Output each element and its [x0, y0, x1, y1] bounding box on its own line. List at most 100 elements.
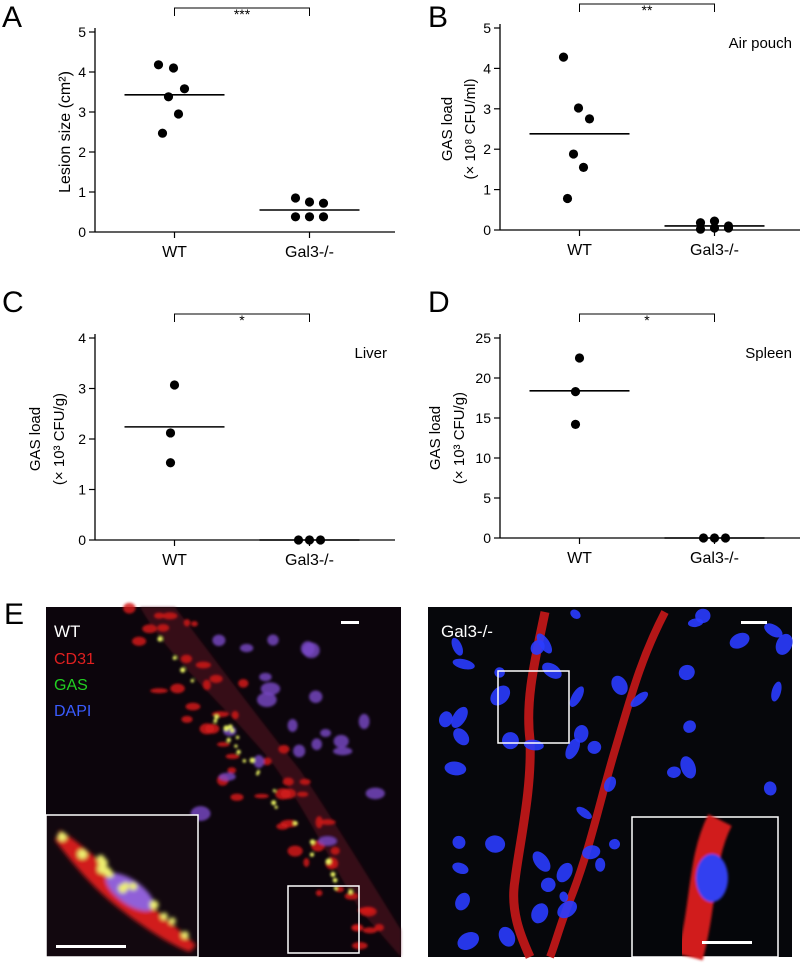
inset-wt-gas	[181, 931, 189, 939]
dapi-nucleus	[311, 738, 322, 751]
inset-wt-gas	[96, 854, 105, 863]
data-point	[568, 149, 579, 159]
gal3-nucleus	[611, 675, 628, 695]
data-point	[723, 221, 734, 231]
y-tick-label: 3	[483, 101, 491, 117]
significance-label: *	[239, 312, 245, 328]
gal3-nucleus	[570, 609, 581, 620]
y-tick-label: 5	[483, 20, 491, 36]
cd31-signal	[344, 892, 358, 900]
cd31-signal	[303, 857, 310, 867]
y-axis-label-line2: (× 10³ CFU/g)	[451, 392, 468, 484]
gal3-nucleus	[678, 664, 695, 681]
gas-signal	[228, 724, 233, 729]
data-point	[695, 224, 706, 234]
inset-wt-gas	[129, 882, 138, 891]
x-tick-label: Gal3-/-	[285, 552, 334, 569]
y-tick-label: 1	[483, 182, 491, 198]
gas-signal	[256, 770, 261, 774]
region-box-wt	[287, 885, 360, 954]
gal3-nucleus	[573, 725, 589, 743]
gal3-nucleus	[452, 658, 475, 670]
data-point	[157, 128, 168, 138]
data-point	[168, 63, 179, 73]
gas-signal	[180, 667, 186, 673]
data-point	[304, 197, 315, 207]
cd31-signal	[254, 793, 269, 799]
y-axis-label-line2: (× 10⁸ CFU/ml)	[462, 79, 479, 180]
gal3-nucleus	[494, 667, 505, 678]
dapi-nucleus	[253, 755, 265, 769]
gal3-nucleus	[490, 685, 511, 706]
data-point	[709, 533, 720, 543]
y-tick-label: 3	[78, 104, 86, 120]
data-point	[163, 92, 174, 102]
dapi-nucleus	[259, 672, 272, 682]
gal3-vessel-left	[509, 611, 550, 959]
scale-bar-wt-inset	[56, 945, 126, 948]
gal3-nucleus	[559, 891, 569, 902]
data-point	[165, 458, 176, 468]
gas-signal	[234, 744, 238, 748]
cd31-signal	[315, 816, 323, 829]
gas-signal	[249, 757, 255, 763]
inset-wt-gas	[77, 849, 88, 859]
dapi-nucleus	[287, 718, 298, 732]
data-point	[290, 193, 301, 203]
inset-wt	[45, 814, 199, 958]
data-point	[558, 52, 569, 62]
gal3-nucleus	[576, 806, 592, 820]
inset-wt-gas	[122, 882, 130, 890]
y-tick-label: 1	[78, 482, 86, 498]
gal3-nucleus	[557, 900, 577, 919]
cd31-signal	[231, 711, 239, 720]
y-axis-label-line1: GAS load	[27, 407, 44, 471]
inset-gal3-nucleus	[696, 854, 728, 902]
data-point	[709, 223, 720, 233]
data-point	[578, 162, 589, 172]
gal3-nucleus	[595, 857, 606, 872]
gas-signal	[348, 889, 353, 895]
inset-wt-nucleus	[106, 873, 154, 911]
gas-signal	[190, 679, 195, 683]
data-point	[318, 212, 329, 222]
y-tick-label: 15	[475, 410, 491, 426]
dapi-nucleus	[333, 747, 353, 756]
cd31-signal	[362, 927, 378, 934]
dapi-nucleus	[267, 634, 279, 646]
dapi-nucleus	[333, 734, 349, 748]
gal3-nucleus	[630, 691, 649, 708]
y-axis-label-line1: GAS load	[439, 97, 456, 161]
inset-wt-tissue	[55, 830, 196, 952]
cd31-signal	[227, 767, 237, 774]
data-point	[574, 353, 585, 363]
gal3-nucleus	[729, 632, 750, 649]
gal3-nucleus	[532, 851, 551, 872]
micrograph-gal3-title: Gal3-/-	[441, 622, 493, 641]
inset-wt-gas	[160, 912, 168, 920]
dapi-nucleus	[318, 836, 337, 846]
data-point	[720, 533, 731, 543]
cd31-signal	[351, 942, 368, 950]
y-tick-label: 25	[475, 330, 491, 346]
cd31-signal	[225, 753, 240, 760]
dapi-nucleus	[320, 729, 332, 738]
y-axis-label-line2: (× 10³ CFU/g)	[51, 393, 68, 485]
cd31-signal	[183, 619, 191, 627]
cd31-signal	[276, 823, 289, 830]
gal3-nucleus	[531, 903, 549, 924]
gas-signal	[230, 728, 235, 733]
x-tick-label: WT	[567, 242, 592, 259]
dapi-nucleus	[260, 682, 281, 696]
significance-bracket	[579, 3, 715, 12]
gas-signal	[157, 636, 163, 642]
gal3-nucleus	[764, 623, 783, 638]
y-tick-label: 10	[475, 450, 491, 466]
gal3-nucleus	[438, 711, 453, 728]
gas-signal	[272, 789, 276, 793]
chart-panel-C: C 0 1 2 3 4 WT Gal3-/- GAS load (× 10³ CFU/g) Live…	[2, 286, 395, 569]
cd31-signal	[142, 624, 157, 634]
inset-wt-gas	[97, 864, 106, 874]
inset-gal3	[631, 814, 779, 961]
